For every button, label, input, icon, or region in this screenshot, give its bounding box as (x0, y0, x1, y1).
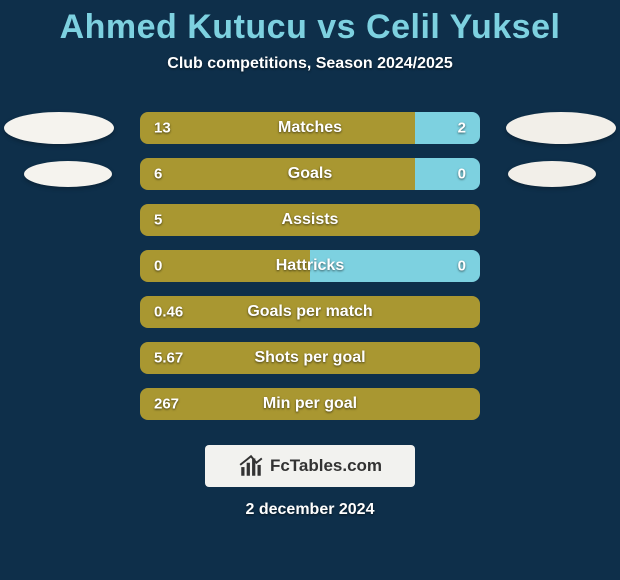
stat-bar: Matches132 (140, 112, 480, 144)
bar-segment-left (140, 342, 480, 374)
bar-segment-right (310, 250, 480, 282)
watermark-badge: FcTables.com (205, 445, 415, 487)
stats-rows: Matches132 Goals60 Assists5 Hattricks00 Goal… (0, 105, 620, 427)
stat-bar: Assists5 (140, 204, 480, 236)
team-logo-right (508, 161, 596, 187)
stat-bar: Shots per goal5.67 (140, 342, 480, 374)
bar-segment-left (140, 388, 480, 420)
bar-segment-left (140, 158, 415, 190)
stat-row: Goals per match0.46 (0, 289, 620, 335)
stat-row: Matches132 (0, 105, 620, 151)
page-title: Ahmed Kutucu vs Celil Yuksel (0, 0, 620, 47)
stat-row: Assists5 (0, 197, 620, 243)
stat-row: Hattricks00 (0, 243, 620, 289)
bar-segment-left (140, 112, 415, 144)
stat-bar: Hattricks00 (140, 250, 480, 282)
bar-segment-left (140, 204, 480, 236)
team-logo-right (506, 112, 616, 144)
bar-segment-left (140, 296, 480, 328)
stat-row: Goals60 (0, 151, 620, 197)
chart-icon (238, 453, 264, 479)
stat-row: Shots per goal5.67 (0, 335, 620, 381)
bar-segment-right (415, 158, 480, 190)
team-logo-left (24, 161, 112, 187)
watermark-text: FcTables.com (270, 456, 382, 476)
date-label: 2 december 2024 (0, 501, 620, 519)
stat-bar: Min per goal267 (140, 388, 480, 420)
team-logo-left (4, 112, 114, 144)
stat-row: Min per goal267 (0, 381, 620, 427)
bar-segment-right (415, 112, 480, 144)
comparison-chart: Ahmed Kutucu vs Celil Yuksel Club compet… (0, 0, 620, 580)
subtitle: Club competitions, Season 2024/2025 (0, 55, 620, 73)
bar-segment-left (140, 250, 310, 282)
stat-bar: Goals60 (140, 158, 480, 190)
stat-bar: Goals per match0.46 (140, 296, 480, 328)
